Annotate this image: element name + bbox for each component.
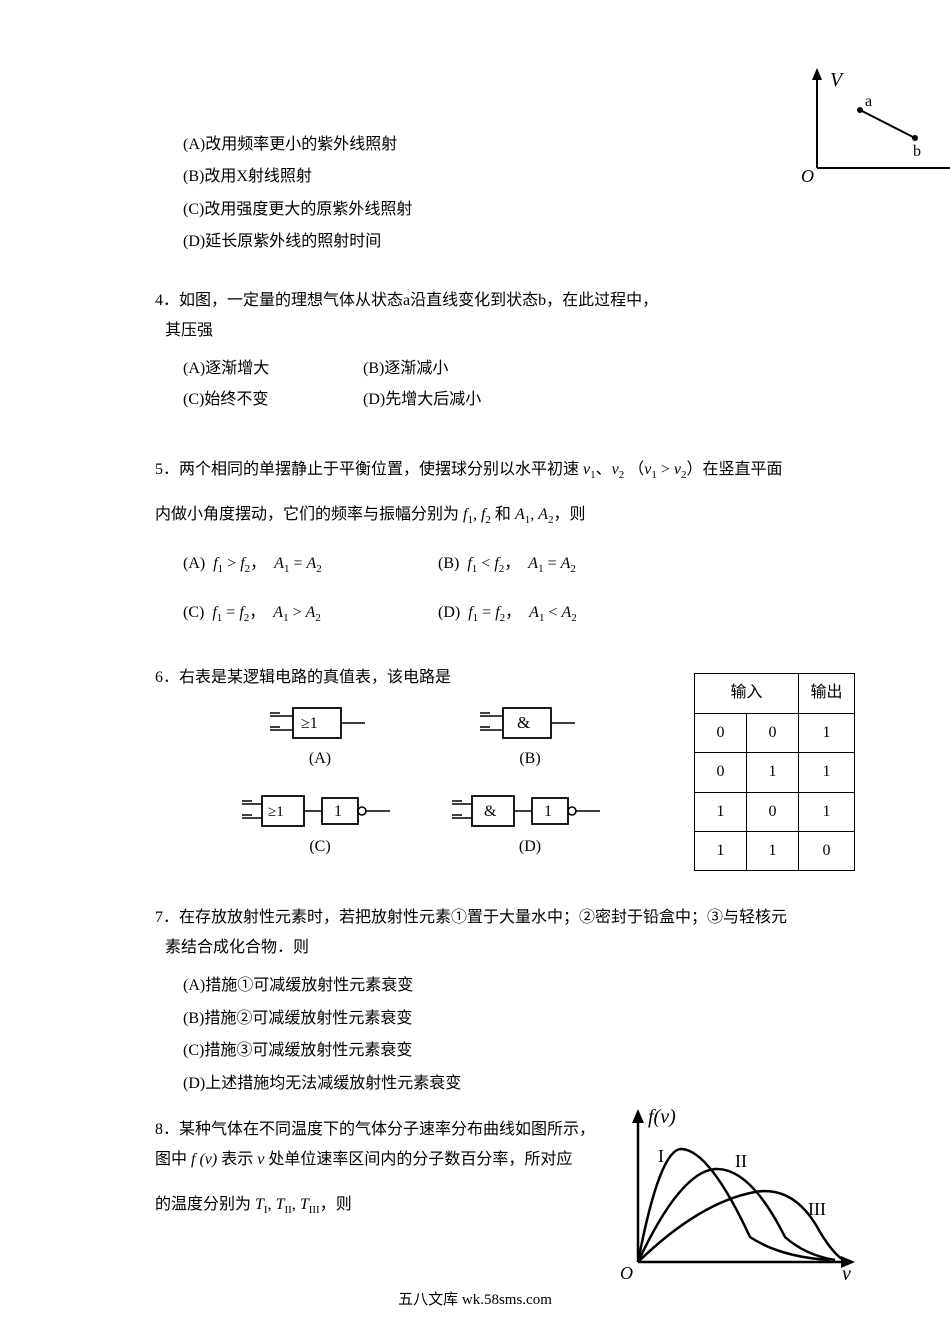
sym-v2b: v xyxy=(674,461,681,478)
cell: 1 xyxy=(695,832,747,871)
q7-stem1: 7．在存放放射性元素时，若把放射性元素①置于大量水中；②密封于铅盒中；③与轻核元 xyxy=(155,903,840,933)
svg-text:1: 1 xyxy=(334,803,342,820)
q5-stem2: 内做小角度摆动，它们的频率与振幅分别为 f1, f2 和 A1, A2，则 xyxy=(155,500,840,531)
cell: 1 xyxy=(799,792,855,831)
point-a-label: a xyxy=(865,93,872,110)
q3-opt-a: (A)改用频率更小的紫外线照射 xyxy=(183,130,840,160)
q4-opt-a: (A)逐渐增大 xyxy=(183,354,363,384)
q7-options: (A)措施①可减缓放射性元素衰变 (B)措施②可减缓放射性元素衰变 (C)措施③… xyxy=(183,971,840,1099)
q5-opt-b: (B) f1 < f2， A1 = A2 xyxy=(438,549,576,580)
curve-1-label: I xyxy=(658,1146,664,1166)
svg-text:≥1: ≥1 xyxy=(268,804,284,820)
q7-opt-c: (C)措施③可减缓放射性元素衰变 xyxy=(183,1036,840,1066)
curve-2-label: II xyxy=(735,1151,747,1171)
q5-mid: 、 xyxy=(596,461,612,478)
axis-fv: f(v) xyxy=(648,1107,676,1128)
cell: 0 xyxy=(747,792,799,831)
lbl-b: (B) xyxy=(425,744,635,774)
q5-s2post: ，则 xyxy=(554,506,586,523)
svg-text:≥1: ≥1 xyxy=(301,715,318,732)
svg-text:&: & xyxy=(484,803,497,820)
q5-opt-c: (C) f1 = f2， A1 > A2 xyxy=(183,598,438,629)
gate-d: & 1 (D) xyxy=(425,792,635,862)
cell: 1 xyxy=(747,753,799,792)
q7-opt-d: (D)上述措施均无法减缓放射性元素衰变 xyxy=(183,1069,840,1099)
lbl-c: (C) xyxy=(215,832,425,862)
q5-options: (A) f1 > f2， A1 = A2 (B) f1 < f2， A1 = A… xyxy=(183,549,840,629)
q5-stem-pre: 5．两个相同的单摆静止于平衡位置，使摆球分别以水平初速 xyxy=(155,461,583,478)
q7-stem2: 素结合成化合物．则 xyxy=(165,933,840,963)
q5-opt-d: (D) f1 = f2， A1 < A2 xyxy=(438,598,577,629)
axis-o-label: O xyxy=(801,166,814,183)
q3-opt-d: (D)延长原紫外线的照射时间 xyxy=(183,227,840,257)
sym-v2: v xyxy=(612,461,619,478)
gate-c: ≥1 1 (C) xyxy=(215,792,425,862)
lbl-a: (A) xyxy=(215,744,425,774)
cell: 1 xyxy=(747,832,799,871)
sym-A1: A xyxy=(515,506,525,523)
q6: 6．右表是某逻辑电路的真值表，该电路是 输入 输出 001 011 101 11… xyxy=(155,663,840,862)
q7-opt-b: (B)措施②可减缓放射性元素衰变 xyxy=(183,1004,840,1034)
th-out: 输出 xyxy=(799,674,855,713)
cell: 1 xyxy=(799,753,855,792)
q5-s2mid: 和 xyxy=(491,506,515,523)
lblC: (C) xyxy=(183,604,204,621)
q3-opt-c: (C)改用强度更大的原紫外线照射 xyxy=(183,195,840,225)
q3-options: (A)改用频率更小的紫外线照射 (B)改用X射线照射 (C)改用强度更大的原紫外… xyxy=(183,130,840,258)
q4: 4．如图，一定量的理想气体从状态a沿直线变化到状态b，在此过程中， 其压强 (A… xyxy=(155,286,840,416)
gate-a: ≥1 (A) xyxy=(215,704,425,774)
gate-b: & (B) xyxy=(425,704,635,774)
svg-text:1: 1 xyxy=(544,803,552,820)
sym-A2: A xyxy=(538,506,548,523)
lbl-d: (D) xyxy=(425,832,635,862)
q4-stem-line1: 4．如图，一定量的理想气体从状态a沿直线变化到状态b，在此过程中， xyxy=(155,286,840,316)
cell: 1 xyxy=(799,713,855,752)
q3-opt-b: (B)改用X射线照射 xyxy=(183,162,840,192)
axis-o: O xyxy=(620,1263,633,1282)
q5-stem: 5．两个相同的单摆静止于平衡位置，使摆球分别以水平初速 v1、v2 （v1 > … xyxy=(155,455,840,486)
q5: 5．两个相同的单摆静止于平衡位置，使摆球分别以水平初速 v1、v2 （v1 > … xyxy=(155,455,840,629)
q4-options: (A)逐渐增大 (B)逐渐减小 (C)始终不变 (D)先增大后减小 xyxy=(183,354,840,415)
gt: > xyxy=(661,461,670,478)
q4-opt-c: (C)始终不变 xyxy=(183,385,363,415)
fv-graph: f(v) v O I II III xyxy=(610,1107,860,1282)
svg-text:&: & xyxy=(517,713,530,732)
q5-s2pre: 内做小角度摆动，它们的频率与振幅分别为 xyxy=(155,506,463,523)
q7: 7．在存放放射性元素时，若把放射性元素①置于大量水中；②密封于铅盒中；③与轻核元… xyxy=(155,903,840,1099)
q4-stem-line2: 其压强 xyxy=(165,316,840,346)
axis-v-label: V xyxy=(830,69,845,91)
cell: 0 xyxy=(799,832,855,871)
vt-graph: V T O a b xyxy=(795,68,950,183)
q7-opt-a: (A)措施①可减缓放射性元素衰变 xyxy=(183,971,840,1001)
cell: 1 xyxy=(695,792,747,831)
lblB: (B) xyxy=(438,555,459,572)
point-b-label: b xyxy=(913,143,921,160)
q7-stem: 7．在存放放射性元素时，若把放射性元素①置于大量水中；②密封于铅盒中；③与轻核元… xyxy=(155,903,840,964)
cell: 0 xyxy=(695,713,747,752)
lblD: (D) xyxy=(438,604,460,621)
axis-v: v xyxy=(842,1263,851,1282)
q4-opt-b: (B)逐渐减小 xyxy=(363,354,448,384)
q4-opt-d: (D)先增大后减小 xyxy=(363,385,481,415)
curve-3-label: III xyxy=(808,1199,826,1219)
cell: 0 xyxy=(695,753,747,792)
lblA: (A) xyxy=(183,555,205,572)
q8: f(v) v O I II III 8．某种气体在不同温度下的气体分子速率分布曲… xyxy=(155,1115,840,1221)
footer: 五八文库 wk.58sms.com xyxy=(0,1286,950,1315)
q4-stem: 4．如图，一定量的理想气体从状态a沿直线变化到状态b，在此过程中， 其压强 xyxy=(155,286,840,347)
q5-opt-a: (A) f1 > f2， A1 = A2 xyxy=(183,549,438,580)
q5-lp: （ xyxy=(628,461,644,478)
q5-rp: ）在竖直平面 xyxy=(687,461,783,478)
th-in: 输入 xyxy=(695,674,799,713)
truth-table: 输入 输出 001 011 101 110 xyxy=(694,673,855,871)
cell: 0 xyxy=(747,713,799,752)
